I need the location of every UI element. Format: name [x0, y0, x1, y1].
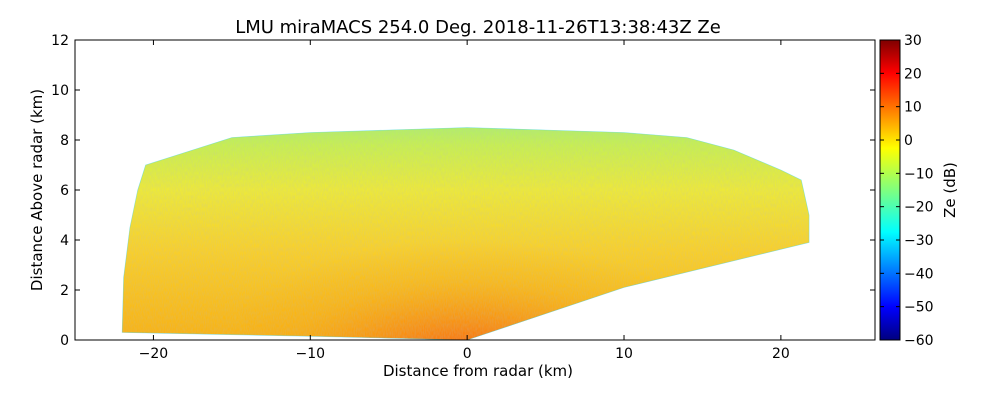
chart-title: LMU miraMACS 254.0 Deg. 2018-11-26T13:38… [235, 17, 721, 38]
x-tick-label: 20 [772, 346, 790, 362]
x-axis-label: Distance from radar (km) [383, 362, 573, 380]
scan-outline [121, 127, 810, 341]
colorbar-tick-label: −60 [904, 333, 934, 349]
y-ticks: 0 2 4 6 8 10 12 [51, 33, 875, 349]
y-tick-label: 4 [60, 233, 69, 249]
y-tick-label: 10 [51, 83, 69, 99]
x-tick-label: 10 [615, 346, 633, 362]
x-tick-label: 0 [463, 346, 472, 362]
x-tick-label: −20 [139, 346, 169, 362]
x-tick-label: −10 [296, 346, 326, 362]
y-axis-label: Distance Above radar (km) [28, 89, 46, 291]
colorbar-tick-label: 20 [904, 66, 922, 82]
y-tick-label: 2 [60, 283, 69, 299]
y-tick-label: 6 [60, 183, 69, 199]
colorbar-tick-label: 10 [904, 100, 922, 116]
colorbar-tick-label: −50 [904, 300, 934, 316]
y-tick-label: 12 [51, 33, 69, 49]
y-tick-label: 0 [60, 333, 69, 349]
colorbar [879, 39, 901, 341]
y-tick-label: 8 [60, 133, 69, 149]
colorbar-tick-label: −10 [904, 166, 934, 182]
colorbar-tick-label: −40 [904, 266, 934, 282]
colorbar-tick-label: −20 [904, 200, 934, 216]
colorbar-tick-label: −30 [904, 233, 934, 249]
x-ticks: −20 −10 0 10 20 [139, 40, 790, 362]
colorbar-tick-label: 30 [904, 33, 922, 49]
colorbar-label: Ze (dB) [941, 162, 959, 218]
colorbar-tick-label: 0 [904, 133, 913, 149]
colorbar-ticks: 30 20 10 0 −10 −20 −30 −40 −50 −60 [880, 33, 934, 349]
